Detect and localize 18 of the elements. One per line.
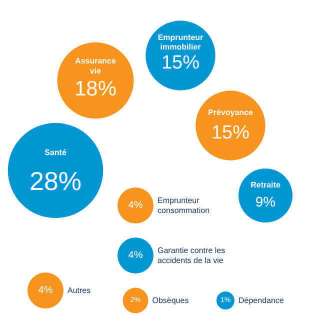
data-label: 4%	[128, 250, 143, 261]
category-label: Prévoyance	[208, 108, 254, 117]
category-label: Retraite	[250, 180, 281, 190]
data-label: 15%	[161, 52, 200, 74]
category-label: Obsèques	[152, 296, 189, 305]
category-label: Assurance vie	[75, 56, 117, 76]
category-label: Autres	[68, 286, 91, 295]
data-label: 15%	[211, 122, 250, 144]
data-label: 4%	[128, 200, 143, 211]
category-label: Emprunteur immobilier	[158, 32, 204, 52]
category-label: Garantie contre les accidents de la vie	[158, 246, 226, 265]
data-label: 18%	[74, 77, 117, 100]
category-label: Dépendance	[238, 296, 284, 305]
data-label: 9%	[255, 193, 276, 210]
data-label: 28%	[29, 166, 82, 196]
data-label: 4%	[38, 285, 53, 296]
category-label: Emprunteur consommation	[158, 196, 210, 215]
category-label: Santé	[44, 148, 67, 157]
